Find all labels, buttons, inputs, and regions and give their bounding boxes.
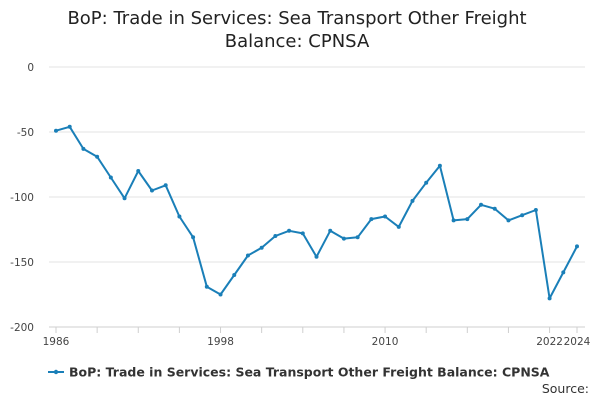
- legend-marker-swatch: [53, 369, 59, 375]
- y-tick-label: -100: [10, 192, 34, 204]
- data-point: [575, 244, 579, 249]
- x-tick-label: 1986: [43, 336, 70, 348]
- data-point: [218, 292, 223, 297]
- data-point: [95, 154, 100, 159]
- data-point: [300, 231, 305, 236]
- y-tick-label: -200: [10, 322, 34, 334]
- data-point: [232, 273, 237, 277]
- data-point: [67, 124, 72, 129]
- data-point: [163, 183, 168, 188]
- x-axis: [49, 326, 585, 333]
- chart-title-line-2: Balance: CPNSA: [225, 31, 370, 52]
- x-tick-label: 2022: [536, 336, 563, 348]
- data-point: [520, 213, 525, 218]
- x-axis-tick-labels: 1986 1998 2010 2022 2024: [43, 336, 591, 348]
- data-point: [396, 224, 401, 229]
- data-point: [149, 188, 154, 193]
- data-point: [369, 217, 374, 222]
- data-point: [259, 245, 264, 250]
- data-point: [383, 214, 388, 219]
- data-point: [479, 202, 484, 207]
- x-tick-label: 2010: [372, 336, 399, 348]
- data-point: [314, 254, 319, 259]
- data-point: [492, 206, 497, 211]
- legend-series-label: BoP: Trade in Services: Sea Transport Ot…: [69, 365, 550, 380]
- data-point: [273, 234, 278, 238]
- data-point: [533, 208, 538, 212]
- y-tick-label: -150: [10, 257, 34, 269]
- data-point: [54, 128, 58, 133]
- data-point: [437, 163, 442, 168]
- data-point: [122, 196, 127, 201]
- y-axis-tick-labels: 0 -50 -100 -150 -200: [10, 62, 34, 334]
- data-point: [81, 146, 86, 151]
- data-point: [561, 270, 566, 275]
- y-tick-label: 0: [27, 62, 34, 74]
- x-tick-label: 1998: [207, 336, 234, 348]
- chart-title-line-1: BoP: Trade in Services: Sea Transport Ot…: [67, 8, 526, 29]
- series-line-group: [54, 124, 579, 301]
- data-point: [245, 253, 250, 258]
- data-point: [547, 296, 552, 301]
- series-line: [55, 125, 578, 300]
- y-gridlines: [49, 66, 585, 263]
- x-tick-label: 2024: [564, 336, 591, 348]
- data-point: [424, 180, 429, 185]
- data-point: [355, 235, 360, 240]
- data-point: [341, 236, 346, 241]
- data-point: [177, 214, 182, 219]
- data-point: [328, 228, 333, 233]
- data-point: [136, 169, 141, 173]
- data-point: [506, 218, 511, 223]
- data-point: [108, 175, 113, 180]
- y-tick-label: -50: [17, 127, 34, 139]
- data-point: [204, 284, 209, 289]
- data-point: [287, 228, 292, 233]
- data-point: [451, 218, 456, 223]
- data-point: [465, 217, 470, 222]
- source-label: Source:: [542, 381, 589, 396]
- data-point: [410, 198, 415, 203]
- legend: BoP: Trade in Services: Sea Transport Ot…: [48, 365, 550, 380]
- data-point: [191, 235, 196, 240]
